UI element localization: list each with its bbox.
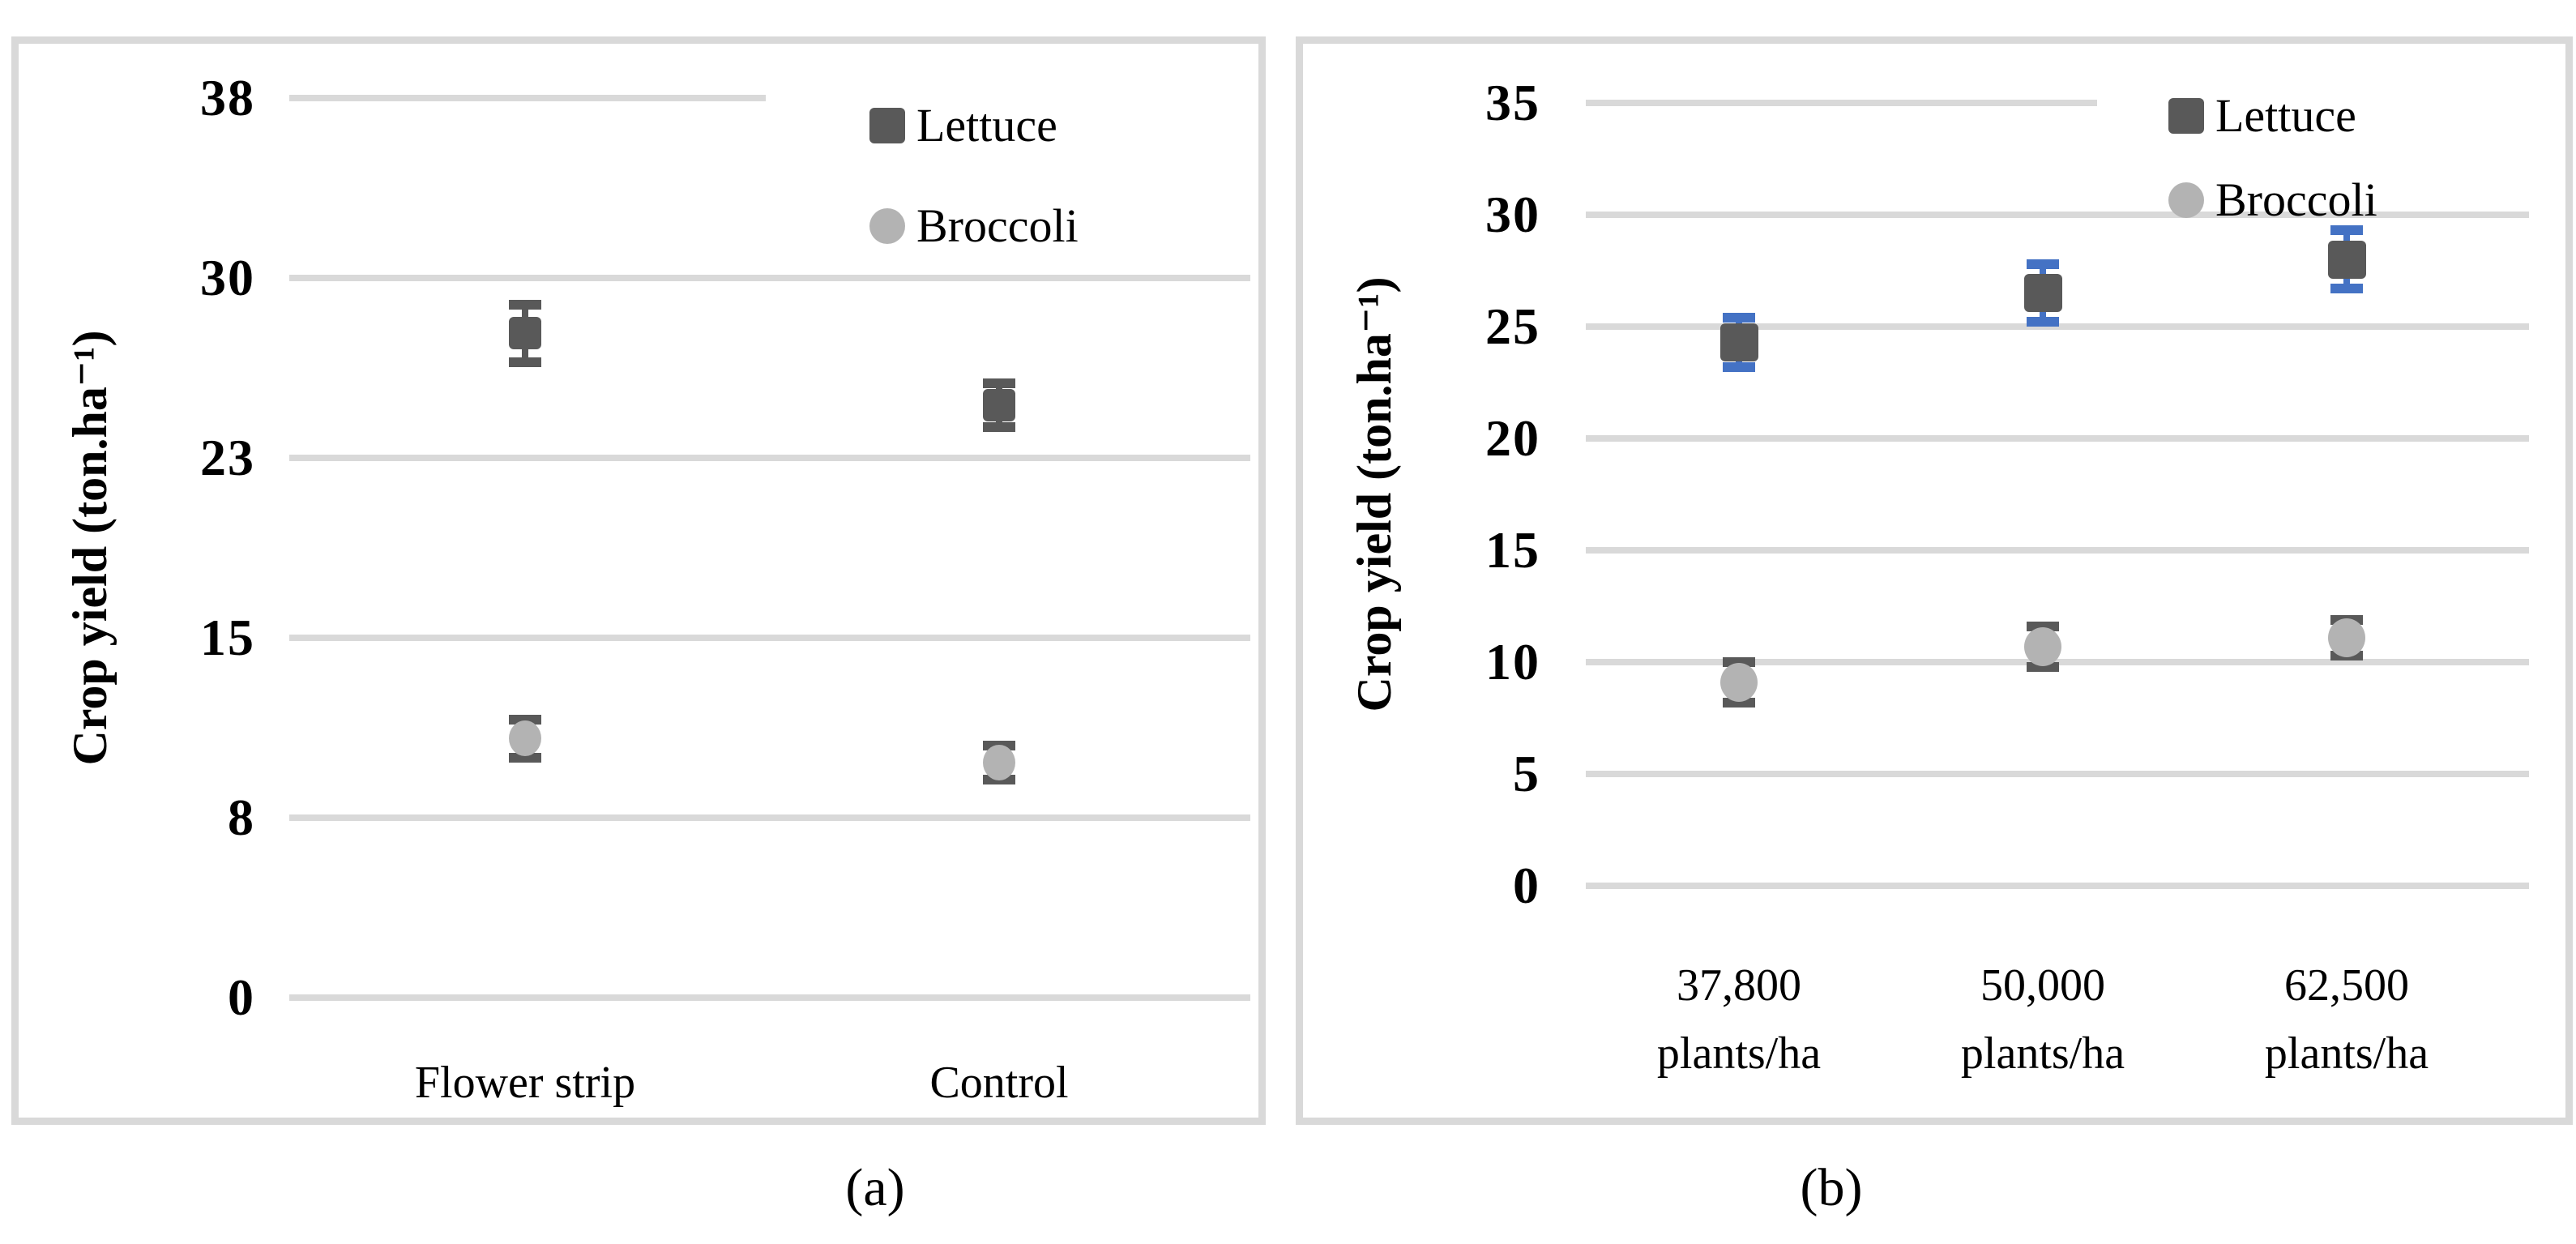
error-bar-cap — [2330, 225, 2363, 235]
gridline — [289, 814, 1250, 821]
error-bar-cap — [2027, 317, 2059, 327]
x-category-label: 37,800 plants/ha — [1656, 960, 1822, 1079]
gridline — [289, 635, 1250, 641]
y-axis-tick-label: 25 — [1485, 297, 1540, 355]
broccoli-circle-icon — [2168, 182, 2204, 218]
error-bar-cap — [2027, 259, 2059, 269]
y-axis-tick-label: 20 — [1485, 409, 1540, 467]
broccoli-circle-icon — [869, 208, 905, 244]
data-point-broccoli — [1720, 663, 1758, 702]
x-category-label: Flower strip — [414, 1058, 636, 1108]
gridline — [1586, 435, 2529, 442]
caption-b: (b) — [1800, 1158, 1863, 1217]
y-axis-tick-label: 30 — [200, 249, 255, 306]
y-axis-tick-label: 0 — [228, 968, 255, 1026]
y-axis-tick-label: 23 — [200, 429, 255, 486]
legend-item-broccoli: Broccoli — [2168, 177, 2377, 224]
gridline — [1586, 771, 2529, 777]
y-axis-tick-label: 0 — [1513, 857, 1540, 914]
y-axis-tick-label: 8 — [228, 789, 255, 846]
plot-area: 0 5 10 15 20 25 30 35 37,800 plants/ha 50,000 pla… — [1303, 44, 2565, 1118]
gridline — [1586, 323, 2529, 330]
y-axis-tick-label: 10 — [1485, 633, 1540, 690]
y-axis-tick-label: 30 — [1485, 186, 1540, 243]
legend-label: Lettuce — [916, 99, 1057, 152]
gridline — [289, 95, 766, 101]
data-point-broccoli — [2024, 627, 2061, 666]
gridline — [1586, 883, 2529, 889]
data-point-broccoli — [983, 745, 1015, 780]
x-category-label: Control — [929, 1058, 1069, 1108]
gridline — [289, 275, 1250, 281]
legend-item-lettuce: Lettuce — [869, 102, 1079, 149]
data-point-lettuce — [983, 389, 1015, 421]
gridline — [289, 994, 1250, 1001]
plot-area: 0 8 15 23 30 38 Flower strip Control — [19, 44, 1258, 1118]
data-point-lettuce — [1720, 323, 1758, 361]
lettuce-square-icon — [869, 108, 905, 143]
legend-label: Lettuce — [2215, 89, 2356, 142]
data-point-broccoli — [2328, 618, 2365, 657]
data-point-lettuce — [2024, 274, 2062, 312]
error-bar-cap — [509, 300, 541, 310]
legend-label: Broccoli — [2215, 173, 2377, 226]
y-axis-tick-label: 38 — [200, 69, 255, 126]
legend: Lettuce Broccoli — [2168, 92, 2377, 261]
caption-a: (a) — [845, 1158, 905, 1217]
lettuce-square-icon — [2168, 98, 2204, 134]
error-bar-cap — [983, 378, 1015, 388]
gridline — [1586, 547, 2529, 554]
x-category-label: 62,500 plants/ha — [2264, 960, 2429, 1079]
error-bar-cap — [1723, 362, 1755, 372]
error-bar-cap — [1723, 313, 1755, 323]
gridline — [1586, 212, 2529, 218]
chart-panel-a: Crop yield (ton.ha⁻¹) 0 8 15 23 30 38 Flower s… — [11, 36, 1266, 1125]
gridline — [1586, 100, 2097, 106]
y-axis-tick-label: 35 — [1485, 74, 1540, 131]
data-point-lettuce — [509, 317, 541, 349]
chart-panel-b: Crop yield (ton.ha⁻¹) 0 5 10 15 20 25 30 35 37,8… — [1296, 36, 2573, 1125]
data-point-lettuce — [2328, 241, 2366, 279]
legend-item-lettuce: Lettuce — [2168, 92, 2377, 139]
y-axis-tick-label: 15 — [1485, 521, 1540, 579]
legend-item-broccoli: Broccoli — [869, 203, 1079, 250]
x-category-label: 50,000 plants/ha — [1960, 960, 2125, 1079]
y-axis-tick-label: 15 — [200, 609, 255, 666]
legend-label: Broccoli — [916, 199, 1079, 252]
legend: Lettuce Broccoli — [869, 102, 1079, 303]
y-axis-tick-label: 5 — [1513, 745, 1540, 802]
error-bar-cap — [509, 753, 541, 763]
error-bar-cap — [2330, 284, 2363, 293]
data-point-broccoli — [509, 720, 541, 756]
error-bar-cap — [983, 422, 1015, 432]
gridline — [289, 455, 1250, 461]
error-bar-cap — [509, 357, 541, 367]
